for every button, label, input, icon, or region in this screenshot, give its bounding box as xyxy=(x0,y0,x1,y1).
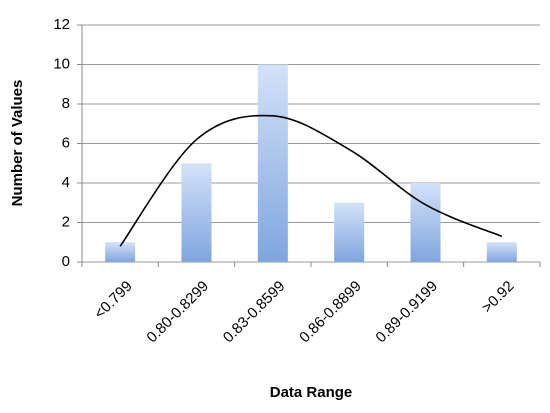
y-tick-label: 12 xyxy=(53,16,70,33)
x-tick-label: 0.83-0.8599 xyxy=(220,278,289,347)
y-tick-label: 6 xyxy=(62,134,70,151)
x-tick-label: <0.799 xyxy=(91,278,136,323)
bar xyxy=(257,64,288,262)
y-tick-label: 8 xyxy=(62,95,70,112)
x-axis-title: Data Range xyxy=(270,384,353,401)
x-tick-label: 0.80-0.8299 xyxy=(143,278,212,347)
x-tick-label: 0.86-0.8899 xyxy=(296,278,365,347)
bar xyxy=(410,183,441,262)
y-tick-label: 4 xyxy=(62,174,70,191)
fit-curve xyxy=(119,114,503,247)
y-tick-label: 10 xyxy=(53,55,70,72)
x-tick-label: 0.89-0.9199 xyxy=(372,278,441,347)
y-axis-title: Number of Values xyxy=(9,80,26,207)
bar xyxy=(181,163,212,262)
x-tick-label: >0.92 xyxy=(479,278,518,317)
bar xyxy=(105,242,136,262)
bar xyxy=(334,202,365,262)
y-tick-label: 2 xyxy=(62,213,70,230)
y-tick-label: 0 xyxy=(62,253,70,270)
bar xyxy=(486,242,517,262)
